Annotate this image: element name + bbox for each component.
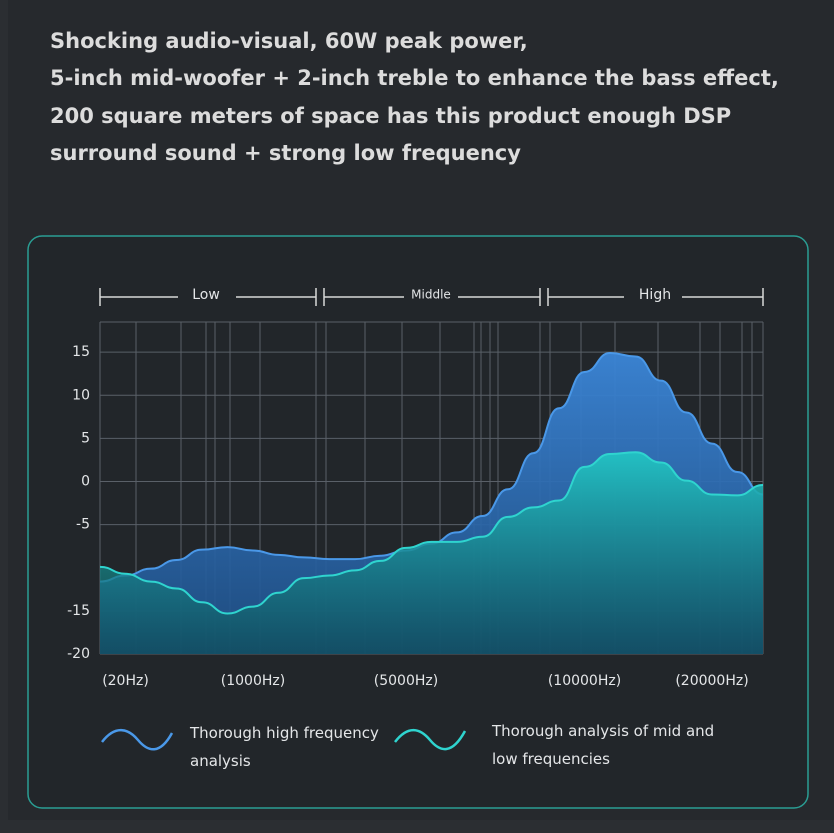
x-tick-label: (5000Hz) — [374, 673, 438, 689]
legend-label: Thorough high frequency analysis — [189, 724, 379, 770]
line — [99, 451, 764, 615]
y-tick-label: 10 — [72, 387, 90, 403]
band-label: Low — [192, 287, 220, 303]
plot: 15 10 5 0 -5 -15 -20 (20Hz) (1000Hz) (5000Hz) (100… — [67, 321, 764, 689]
x-tick-label: (1000Hz) — [221, 673, 285, 689]
x-tick-label: (20Hz) — [102, 673, 149, 689]
y-tick-label: 0 — [81, 474, 90, 490]
x-tick-label: (20000Hz) — [675, 673, 748, 689]
band-label: Middle — [411, 288, 451, 302]
y-tick-label: -20 — [67, 646, 90, 662]
y-tick-label: -15 — [67, 603, 90, 619]
y-tick-label: -5 — [76, 517, 90, 533]
legend-swatch — [101, 728, 174, 751]
band-label: High — [639, 287, 671, 303]
legend-label: Thorough analysis of mid and low frequenc… — [491, 722, 714, 768]
area — [100, 452, 763, 654]
header-line: 200 square meters of space has this prod… — [50, 104, 731, 128]
legend-swatch — [394, 728, 467, 751]
header-line: 5-inch mid-woofer + 2-inch treble to enh… — [50, 66, 779, 90]
y-tick-label: 5 — [81, 430, 90, 446]
header-line: Shocking audio-visual, 60W peak power, — [50, 29, 528, 53]
band-rulers — [99, 288, 764, 306]
x-tick-label: (10000Hz) — [548, 673, 621, 689]
y-tick-label: 15 — [72, 344, 90, 360]
header-line: surround sound + strong low frequency — [50, 141, 521, 165]
